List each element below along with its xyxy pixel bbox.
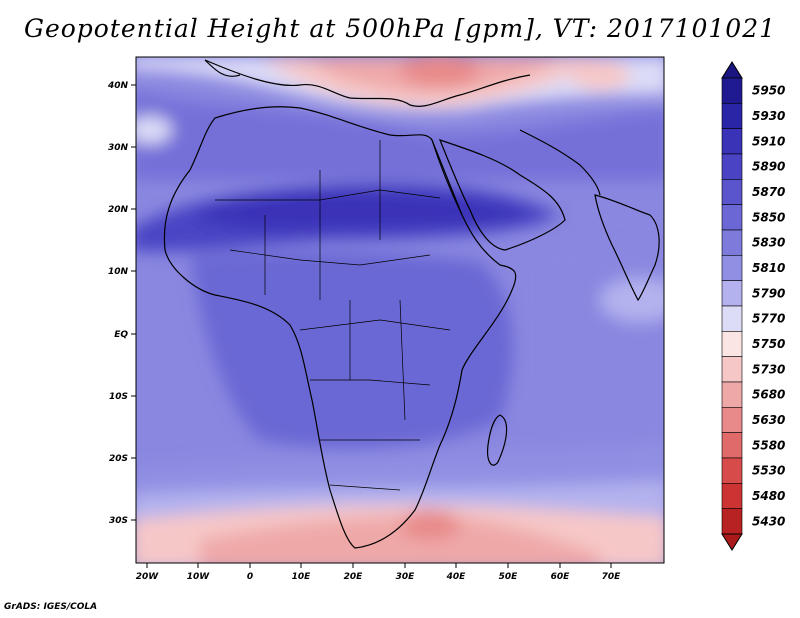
colorbar-level-label: 5680 <box>752 388 785 402</box>
lon-axis: 20W 10W 0 10E 20E 30E 40E 50E 60E 70E <box>136 572 621 582</box>
colorbar-swatch <box>721 331 743 357</box>
lon-label: 10E <box>292 572 312 582</box>
colorbar-swatch <box>721 483 743 509</box>
country-borders <box>215 140 451 491</box>
axis-ticks <box>131 84 612 568</box>
colorbar-level-label: 5580 <box>752 438 785 452</box>
colorbar-level-label: 5870 <box>752 185 785 199</box>
colorbar-swatch <box>721 77 743 104</box>
lon-label: 50E <box>499 572 519 582</box>
colorbar-level-label: 5530 <box>752 464 785 478</box>
colorbar-swatch <box>721 255 743 281</box>
colorbar-bottom-arrow <box>721 533 743 551</box>
lon-label: 10W <box>187 572 211 582</box>
lon-label: 0 <box>247 572 253 582</box>
lat-label: 30S <box>109 516 128 526</box>
colorbar-swatches <box>721 77 743 535</box>
map-frame <box>135 56 665 564</box>
credit-text: GrADS: IGES/COLA <box>4 602 98 612</box>
colorbar-level-label: 5930 <box>752 109 785 123</box>
colorbar-top-arrow <box>721 61 743 79</box>
colorbar-level-label: 5630 <box>752 413 785 427</box>
lon-label: 60E <box>551 572 571 582</box>
colorbar-swatch <box>721 407 743 433</box>
lat-label: EQ <box>114 330 128 340</box>
colorbar-level-label: 5850 <box>752 210 785 224</box>
colorbar-level-label: 5890 <box>752 160 785 174</box>
colorbar-level-label: 5810 <box>752 261 785 275</box>
colorbar-level-label: 5750 <box>752 337 785 351</box>
colorbar: 5950 5930 5910 5890 5870 5850 5830 5810 5790 5770… <box>721 61 785 551</box>
colorbar-swatch <box>721 179 743 205</box>
lat-label: 10N <box>108 267 129 277</box>
colorbar-swatch <box>721 508 743 535</box>
lon-label: 20W <box>136 572 160 582</box>
lat-axis: 40N 30N 20N 10N EQ 10S 20S 30S <box>107 81 129 526</box>
colorbar-swatch <box>721 432 743 459</box>
lat-label: 30N <box>108 143 129 153</box>
colorbar-swatch <box>721 457 743 484</box>
colorbar-swatch <box>721 356 743 383</box>
lon-label: 20E <box>344 572 364 582</box>
colorbar-swatch <box>721 381 743 408</box>
lat-label: 10S <box>109 392 128 402</box>
colorbar-level-label: 5830 <box>752 236 785 250</box>
colorbar-level-label: 5770 <box>752 312 785 326</box>
colorbar-swatch <box>721 153 743 180</box>
colorbar-level-label: 5730 <box>752 362 785 376</box>
colorbar-level-label: 5480 <box>752 489 785 503</box>
lat-label: 20N <box>108 205 129 215</box>
colorbar-swatch <box>721 229 743 256</box>
lon-label: 40E <box>446 572 467 582</box>
colorbar-labels: 5950 5930 5910 5890 5870 5850 5830 5810 5790 5770… <box>752 84 785 529</box>
colorbar-level-label: 5910 <box>752 134 785 148</box>
colorbar-level-label: 5430 <box>752 514 785 528</box>
colorbar-swatch <box>721 103 743 129</box>
colorbar-swatch <box>721 128 743 155</box>
colorbar-swatch <box>721 280 743 307</box>
colorbar-swatch <box>721 204 743 231</box>
chart-title: Geopotential Height at 500hPa [gpm], VT:… <box>23 14 777 43</box>
coastlines <box>163 59 660 549</box>
colorbar-level-label: 5790 <box>752 286 785 300</box>
colorbar-swatch <box>721 305 743 332</box>
height-field <box>136 57 664 563</box>
lat-label: 20S <box>109 454 128 464</box>
lon-label: 70E <box>602 572 622 582</box>
lon-label: 30E <box>396 572 416 582</box>
lat-label: 40N <box>107 81 129 91</box>
colorbar-level-label: 5950 <box>752 84 785 98</box>
